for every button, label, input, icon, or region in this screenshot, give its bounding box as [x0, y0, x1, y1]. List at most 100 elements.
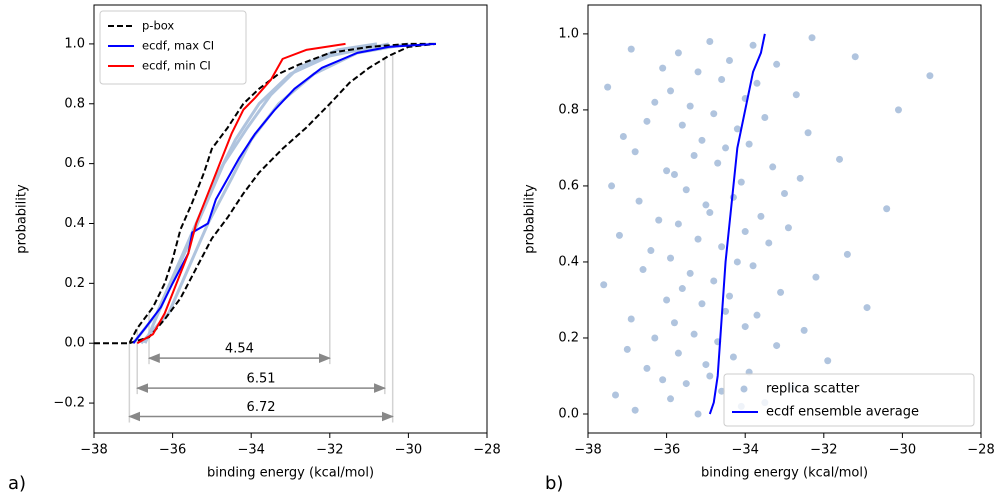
scatter-point	[678, 121, 686, 129]
plot-area	[600, 33, 934, 418]
scatter-point	[674, 49, 682, 57]
y-tick-label: 0.4	[558, 254, 579, 269]
scatter-point	[808, 34, 816, 42]
y-axis-label: probability	[15, 184, 30, 254]
scatter-point	[800, 326, 808, 334]
scatter-point	[812, 273, 820, 281]
scatter-point	[765, 239, 773, 247]
legend-box	[99, 10, 247, 85]
scatter-point	[718, 76, 726, 84]
scatter-point	[694, 68, 702, 76]
series-line	[132, 42, 436, 344]
scatter-point	[733, 258, 741, 266]
axes-frame	[587, 4, 982, 434]
scatter-point	[698, 300, 706, 308]
scatter-point	[851, 53, 859, 61]
y-tick-label: 1.0	[558, 26, 579, 41]
scatter-point	[600, 281, 608, 289]
scatter-point	[623, 345, 631, 353]
series-line	[140, 42, 409, 345]
x-tick-label: −36	[159, 443, 186, 458]
scatter-point	[722, 307, 730, 315]
x-tick-label: −28	[967, 443, 994, 458]
scatter-point	[710, 110, 718, 118]
scatter-point	[773, 60, 781, 68]
scatter-point	[781, 190, 788, 198]
scatter-point	[694, 235, 702, 243]
scatter-point	[604, 83, 612, 91]
scatter-point	[663, 296, 671, 304]
x-tick-label: −28	[473, 443, 500, 458]
scatter-point	[631, 148, 639, 156]
scatter-point	[627, 45, 635, 53]
scatter-point	[612, 391, 620, 399]
scatter-point	[741, 323, 749, 331]
scatter-point	[883, 205, 891, 213]
scatter-point	[733, 125, 741, 133]
annotation-label: 6.51	[247, 372, 276, 387]
scatter-point	[722, 144, 730, 152]
x-tick-label: −38	[80, 443, 107, 458]
x-tick-label: −38	[574, 443, 601, 458]
x-tick-label: −34	[731, 443, 758, 458]
scatter-point	[769, 163, 777, 171]
legend-label: ecdf ensemble average	[766, 405, 919, 420]
series-line	[708, 33, 766, 415]
y-tick-label: 1.0	[64, 36, 85, 51]
legend-label: ecdf, min CI	[142, 59, 211, 73]
series-line	[143, 42, 378, 344]
legend-label: replica scatter	[766, 382, 860, 397]
scatter-point	[655, 216, 663, 224]
scatter-point	[627, 315, 635, 323]
scatter-point	[615, 231, 623, 239]
scatter-point	[647, 247, 655, 255]
scatter-point	[639, 266, 647, 274]
scatter-point	[753, 79, 761, 87]
y-tick-label: −0.2	[53, 396, 85, 411]
scatter-point	[608, 182, 616, 190]
scatter-point	[690, 152, 698, 160]
scatter-point	[718, 387, 726, 395]
scatter-point	[714, 159, 722, 167]
scatter-point	[745, 140, 753, 148]
scatter-point	[761, 114, 769, 122]
scatter-point	[894, 106, 902, 114]
x-tick-label: −36	[653, 443, 680, 458]
scatter-point	[682, 380, 690, 388]
y-tick-label: 0.0	[558, 406, 579, 421]
x-tick-label: −32	[810, 443, 837, 458]
scatter-point	[773, 342, 781, 350]
scatter-point	[694, 410, 702, 418]
plot-area	[94, 42, 437, 423]
panel-label: a)	[8, 473, 26, 494]
scatter-point	[643, 364, 651, 372]
scatter-point	[667, 87, 675, 95]
scatter-point	[674, 220, 682, 228]
scatter-point	[663, 167, 671, 175]
scatter-point	[659, 376, 667, 384]
y-tick-label: 0.0	[64, 336, 85, 351]
x-tick-label: −30	[889, 443, 916, 458]
scatter-point	[725, 292, 733, 300]
scatter-point	[686, 102, 694, 110]
scatter-point	[757, 212, 765, 220]
x-axis-label: binding energy (kcal/mol)	[207, 466, 374, 481]
scatter-point	[635, 197, 643, 205]
scatter-point	[690, 330, 698, 338]
scatter-point	[686, 269, 694, 277]
scatter-point	[792, 91, 800, 99]
legend-box	[723, 373, 975, 427]
scatter-point	[836, 155, 844, 163]
legend-label: p-box	[142, 19, 174, 33]
scatter-point	[749, 41, 757, 49]
y-axis-label: probability	[523, 184, 538, 254]
scatter-point	[749, 262, 757, 270]
scatter-point	[737, 178, 745, 186]
y-tick-label: 0.2	[64, 276, 85, 291]
scatter-point	[659, 64, 667, 72]
scatter-point	[843, 250, 851, 258]
scatter-point	[706, 209, 714, 217]
scatter-point	[702, 361, 710, 369]
scatter-point	[651, 334, 659, 342]
scatter-point	[926, 72, 934, 80]
